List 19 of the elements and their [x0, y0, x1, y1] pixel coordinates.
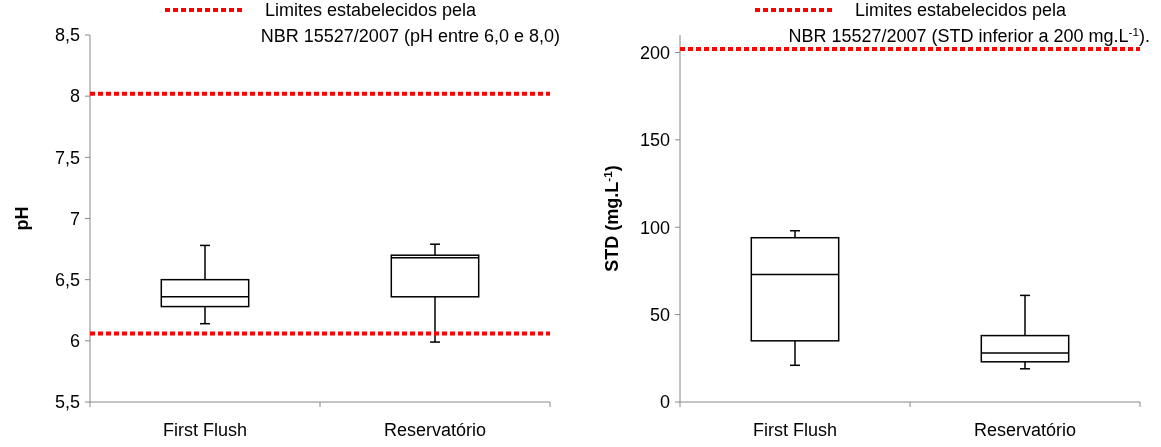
y-axis-title: pH — [12, 206, 32, 231]
y-tick-label: 200 — [639, 42, 670, 63]
y-tick-label: 5,5 — [54, 392, 80, 413]
x-tick-label: Reservatório — [383, 420, 487, 440]
y-tick-label: 8,5 — [54, 25, 80, 46]
legend-label: Limites estabelecidos pela NBR 15527/2007 (STD inferior a 200 mg.L$^{-1}$). — [788, 0, 1150, 46]
y-tick-label: 0 — [659, 392, 670, 413]
y-tick-label: 50 — [649, 304, 670, 325]
legend-label: Limites estabelecidos pela NBR 15527/2007 (pH entre 6,0 e 8,0) — [260, 0, 560, 46]
y-tick-label: 6 — [69, 331, 80, 352]
x-tick-label: First Flush — [162, 420, 248, 440]
y-tick-label: 7 — [69, 208, 80, 229]
y-tick-label: 6,5 — [54, 269, 80, 290]
y-tick-label: 150 — [639, 130, 670, 151]
x-tick-label: Reservatório — [973, 420, 1077, 440]
x-tick-label: First Flush — [752, 420, 838, 440]
y-tick-label: 7,5 — [54, 147, 80, 168]
y-tick-label: 100 — [639, 217, 670, 238]
y-tick-label: 8 — [69, 86, 80, 107]
